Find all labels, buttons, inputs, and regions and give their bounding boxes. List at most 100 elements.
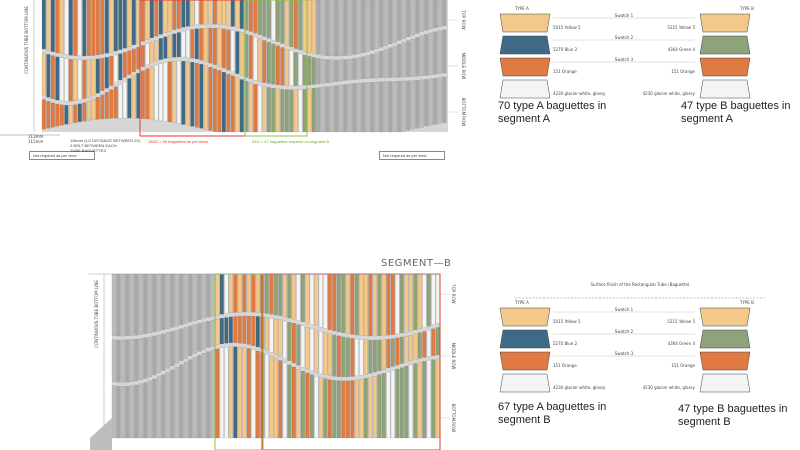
tube-segment [134, 384, 139, 439]
tube-segment [289, 50, 294, 86]
tube-segment [377, 339, 382, 372]
tube-segment [165, 332, 170, 369]
tube-segment [318, 377, 323, 439]
segment-a-facade: CONTINUOUS TUBE BOTTOM LINE TOP ROW MIDDLE… [0, 0, 470, 180]
tube-segment [228, 316, 233, 343]
tube-segment [203, 65, 208, 130]
tube-segment [386, 273, 391, 336]
tube-segment [149, 0, 154, 39]
tube-segment [237, 316, 242, 344]
tube-segment [413, 333, 418, 360]
tube-segment [251, 316, 256, 346]
tube-segment [224, 347, 229, 439]
tube-segment [307, 56, 312, 86]
tube-segment [172, 33, 177, 58]
type-a-color-label: 151 Orange [553, 69, 577, 74]
tube-segment [435, 327, 440, 356]
tube-segment [343, 84, 348, 133]
tube-segment [361, 82, 366, 133]
tube-segment [401, 42, 406, 78]
tube-segment [289, 89, 294, 133]
tube-segment [111, 273, 116, 336]
tube-segment [64, 0, 69, 55]
tube-segment [316, 0, 321, 55]
tube-segment [404, 365, 409, 439]
tube-segment [181, 31, 186, 58]
tube-segment [237, 346, 242, 439]
type-a-label: TYPE A [514, 300, 529, 305]
tube-segment [109, 89, 114, 119]
tube-segment [185, 61, 190, 126]
left-axis-title: CONTINUOUS TUBE BOTTOM LINE [24, 6, 29, 74]
tube-segment [59, 0, 64, 54]
tube-segment [352, 58, 357, 80]
tube-segment [95, 97, 100, 120]
tube-segment [210, 349, 215, 439]
tube-segment [278, 360, 283, 439]
tube-segment [399, 367, 404, 439]
tube-segment [395, 368, 400, 439]
tube-segment [145, 68, 150, 120]
tube-segment [338, 84, 343, 133]
tube-segment [329, 0, 334, 57]
tube-segment [208, 0, 213, 25]
tube-segment [372, 273, 377, 337]
tube-segment [302, 0, 307, 52]
row-label: TOP ROW [461, 9, 466, 29]
tube-segment [215, 348, 220, 439]
tube-segment [158, 0, 163, 35]
legend-top-swatches: TYPE A TYPE B 5015 Yellow 5 5215 Yellow 5 Sw… [499, 6, 754, 99]
tube-segment [68, 59, 73, 102]
swatch-label: Swatch 3 [615, 57, 634, 62]
tube-segment [273, 273, 278, 316]
tube-segment [125, 386, 130, 439]
dimension-label: 115mm [28, 139, 44, 144]
tube-segment [305, 273, 310, 324]
tube-segment [149, 66, 154, 120]
tube-segment [269, 318, 274, 353]
type-b-label: TYPE B [739, 6, 754, 11]
tube-segment [77, 103, 82, 122]
tube-segment [257, 0, 262, 35]
row-label: MIDDLE ROW [451, 343, 456, 370]
tube-segment [233, 346, 238, 439]
tube-segment [422, 273, 427, 328]
type-b-swatch [699, 329, 751, 349]
tube-segment [210, 319, 215, 347]
tube-segment [154, 39, 159, 62]
tube-segment [176, 0, 181, 29]
tube-segment [230, 75, 235, 133]
legend-bottom-caption-a: 67 type A baguettes in segment B [498, 401, 607, 426]
tube-segment [289, 0, 294, 48]
tube-segment [431, 328, 436, 356]
tube-segment [404, 335, 409, 363]
tube-segment [46, 101, 51, 129]
tube-segment [118, 53, 123, 81]
tube-segment [433, 78, 438, 125]
tube-segment [91, 0, 96, 56]
type-a-swatch [499, 307, 551, 327]
tube-segment [399, 273, 404, 334]
tube-segment [338, 59, 343, 82]
tube-segment [431, 359, 436, 439]
tube-segment [302, 55, 307, 86]
tube-segment [104, 0, 109, 54]
tube-segment [82, 102, 87, 122]
tube-segment [262, 0, 267, 37]
tube-segment [374, 81, 379, 133]
tube-segment [197, 355, 202, 439]
tube-segment [212, 28, 217, 65]
dimension-label: 113mm [28, 134, 44, 139]
tube-segment [91, 99, 96, 121]
tube-segment [262, 40, 267, 83]
tube-segment [363, 378, 368, 439]
tube-segment [219, 273, 224, 315]
tube-segment [230, 0, 235, 27]
tube-segment [255, 350, 260, 439]
tube-segment [341, 336, 346, 378]
tube-segment [194, 62, 199, 128]
tube-segment [314, 376, 319, 439]
tube-segment [190, 62, 195, 127]
tube-segment [179, 273, 184, 325]
type-b-label: TYPE B [739, 300, 754, 305]
